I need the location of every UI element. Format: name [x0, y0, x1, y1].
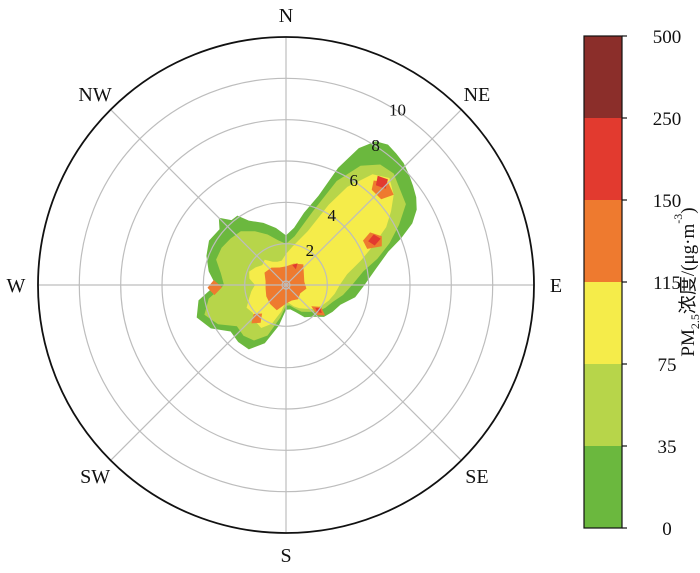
colorbar-segment-5: [584, 36, 622, 118]
colorbar-title-part-5: -3: [671, 214, 685, 224]
colorbar-segment-1: [584, 364, 622, 446]
colorbar-tick-label-250: 250: [653, 109, 682, 130]
direction-label-w: W: [7, 275, 26, 297]
colorbar-segment-0: [584, 446, 622, 528]
direction-label-s: S: [280, 545, 291, 567]
radial-tick-label-2: 2: [306, 241, 315, 260]
colorbar: 0 35 75 115 150 250 500 PM2.5浓度/(μg·m-3): [583, 27, 700, 540]
colorbar-tick-label-150: 150: [653, 191, 682, 212]
colorbar-title-part-4: g·m: [678, 224, 699, 255]
contour-region-12: [292, 263, 298, 270]
direction-label-se: SE: [465, 466, 488, 488]
direction-label-n: N: [279, 5, 293, 27]
colorbar-segment-4: [584, 118, 622, 200]
grid-spoke-se: [285, 284, 462, 461]
direction-label-ne: NE: [464, 84, 491, 106]
colorbar-title-part-1: 2.5: [688, 314, 700, 329]
colorbar-title-part-0: PM: [678, 329, 699, 357]
grid-spoke-sw: [110, 284, 287, 461]
colorbar-tick-label-0: 0: [662, 519, 672, 540]
colorbar-tick-label-115: 115: [653, 273, 681, 294]
direction-label-e: E: [550, 275, 562, 297]
colorbar-title: PM2.5浓度/(μg·m-3): [671, 207, 700, 356]
colorbar-title-text: PM2.5浓度/(μg·m-3): [671, 207, 700, 356]
direction-label-sw: SW: [80, 466, 110, 488]
grid-spoke-ne: [285, 109, 462, 286]
colorbar-title-part-6: ): [678, 207, 699, 213]
outer-circle: [37, 36, 535, 534]
radial-tick-label-6: 6: [349, 171, 358, 190]
radial-tick-label-8: 8: [371, 136, 380, 155]
colorbar-tick-label-35: 35: [658, 437, 677, 458]
contour-region-10: [368, 234, 381, 246]
colorbar-title-part-2: 浓度/(: [677, 265, 699, 315]
grid-spoke-nw: [110, 109, 287, 286]
colorbar-segment-3: [584, 200, 622, 282]
colorbar-tick-label-75: 75: [658, 355, 677, 376]
contour-region-8: [207, 280, 222, 296]
direction-label-nw: NW: [78, 84, 111, 106]
colorbar-title-part-3: μ: [678, 254, 699, 264]
colorbar-segment-2: [584, 282, 622, 364]
colorbar-tick-label-500: 500: [653, 27, 682, 48]
radial-tick-label-10: 10: [389, 101, 406, 120]
radial-tick-label-4: 4: [328, 206, 337, 225]
